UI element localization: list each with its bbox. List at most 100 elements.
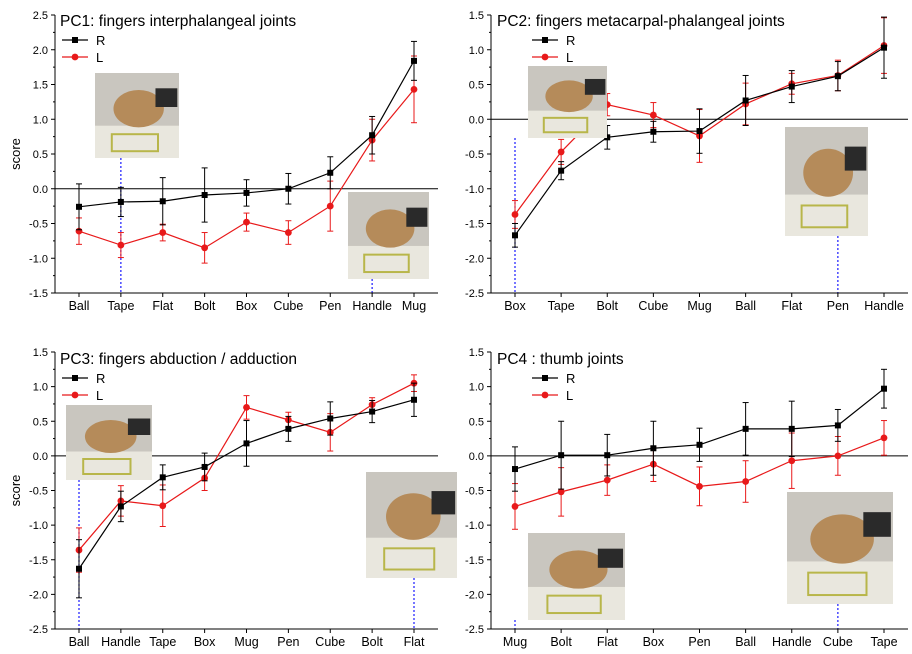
photo-glove — [365, 209, 415, 248]
data-point — [649, 111, 657, 119]
y-tick-label: 1.5 — [33, 80, 48, 92]
legend-marker — [71, 391, 79, 399]
y-tick-label: -0.5 — [465, 149, 484, 161]
photo-glove — [545, 80, 593, 113]
data-point — [326, 202, 334, 210]
y-tick-label: -2.0 — [465, 253, 484, 265]
y-axis-label: score — [8, 138, 23, 170]
y-tick-label: -0.5 — [465, 486, 484, 498]
series-R — [76, 382, 417, 599]
photo-target-square — [807, 571, 868, 597]
photo-table — [787, 561, 893, 604]
photo-glove — [386, 493, 441, 540]
data-point — [834, 422, 841, 429]
data-point — [327, 169, 334, 176]
data-point — [742, 97, 749, 104]
x-tick-label-box: Box — [643, 635, 665, 649]
x-tick-label-box: Box — [504, 299, 526, 313]
data-point — [117, 503, 124, 510]
y-tick-label: 0.5 — [469, 416, 484, 428]
y-tick-label: -1.0 — [465, 520, 484, 532]
series-L — [511, 420, 888, 530]
y-tick-label: -1.5 — [29, 288, 48, 300]
y-tick-label: 0.5 — [33, 149, 48, 161]
data-point — [243, 440, 250, 447]
data-point — [117, 241, 125, 249]
x-tick-label-tape: Tape — [548, 299, 575, 313]
photo-target-square — [546, 594, 602, 615]
y-tick-label: 2.5 — [33, 10, 48, 22]
photo-glove — [549, 550, 608, 589]
data-point — [742, 478, 750, 485]
y-tick-label: -1.5 — [465, 219, 484, 231]
x-tick-label-flat: Flat — [404, 635, 425, 649]
photo-sensor-strap — [584, 78, 606, 95]
data-point — [557, 148, 565, 156]
y-tick-label: -0.5 — [29, 486, 48, 498]
data-point — [788, 457, 796, 465]
data-point — [410, 85, 418, 93]
photo-sensor-strap — [431, 491, 456, 515]
data-point — [201, 192, 208, 199]
x-tick-label-pen: Pen — [688, 635, 710, 649]
data-point — [834, 452, 842, 460]
photo-sensor-strap — [127, 418, 151, 435]
photo-table — [95, 125, 179, 158]
x-tick-label-cube: Cube — [823, 635, 853, 649]
x-tick-label-flat: Flat — [152, 299, 173, 313]
legend-marker — [72, 375, 78, 381]
y-tick-label: -2.0 — [465, 589, 484, 601]
y-tick-label: -2.5 — [29, 624, 48, 636]
legend-marker — [541, 53, 549, 61]
legend-label: R — [96, 33, 105, 48]
x-tick-label-bolt: Bolt — [361, 635, 383, 649]
data-point — [696, 441, 703, 448]
y-tick-label: 1.0 — [469, 382, 484, 394]
data-point — [881, 385, 887, 392]
data-point — [650, 128, 657, 135]
photo-target-square — [82, 458, 132, 475]
data-point — [159, 198, 166, 205]
x-tick-label-handle: Handle — [101, 635, 141, 649]
y-axis-label: score — [8, 475, 23, 507]
series-R — [512, 16, 887, 248]
photo-target-square — [800, 204, 849, 229]
photo-sensor-strap — [406, 207, 428, 227]
photo-glove — [84, 420, 137, 453]
data-point — [834, 73, 841, 80]
data-point — [512, 232, 518, 239]
photo-target-square — [383, 547, 436, 571]
data-point — [159, 229, 167, 236]
photo-sensor-strap — [597, 548, 624, 568]
data-point — [411, 57, 417, 64]
photo-target-square — [110, 133, 160, 153]
data-point — [411, 396, 417, 403]
data-point — [604, 452, 611, 459]
x-tick-label-cube: Cube — [638, 299, 668, 313]
data-point — [742, 425, 749, 432]
x-tick-label-mug: Mug — [503, 635, 527, 649]
chart-title: PC1: fingers interphalangeal joints — [60, 13, 296, 30]
y-tick-label: 1.5 — [469, 347, 484, 359]
x-tick-label-bolt: Bolt — [194, 299, 216, 313]
x-tick-label-box: Box — [194, 635, 216, 649]
x-tick-label-pen: Pen — [827, 299, 849, 313]
data-point — [159, 502, 167, 510]
data-point — [788, 425, 795, 432]
x-tick-label-flat: Flat — [781, 299, 802, 313]
x-tick-label-flat: Flat — [597, 635, 618, 649]
photo-inset — [95, 73, 179, 158]
data-point — [243, 189, 250, 196]
data-point — [557, 488, 565, 496]
photo-inset — [348, 192, 429, 279]
legend-label: L — [96, 50, 103, 65]
photo-target-square — [363, 253, 410, 274]
chart-title: PC4 : thumb joints — [497, 351, 624, 368]
y-tick-label: 0.0 — [33, 451, 48, 463]
x-tick-label-mug: Mug — [687, 299, 711, 313]
y-tick-label: -1.5 — [29, 555, 48, 567]
x-tick-label-ball: Ball — [735, 635, 756, 649]
photo-table — [348, 245, 429, 279]
photo-sensor-strap — [844, 146, 867, 171]
